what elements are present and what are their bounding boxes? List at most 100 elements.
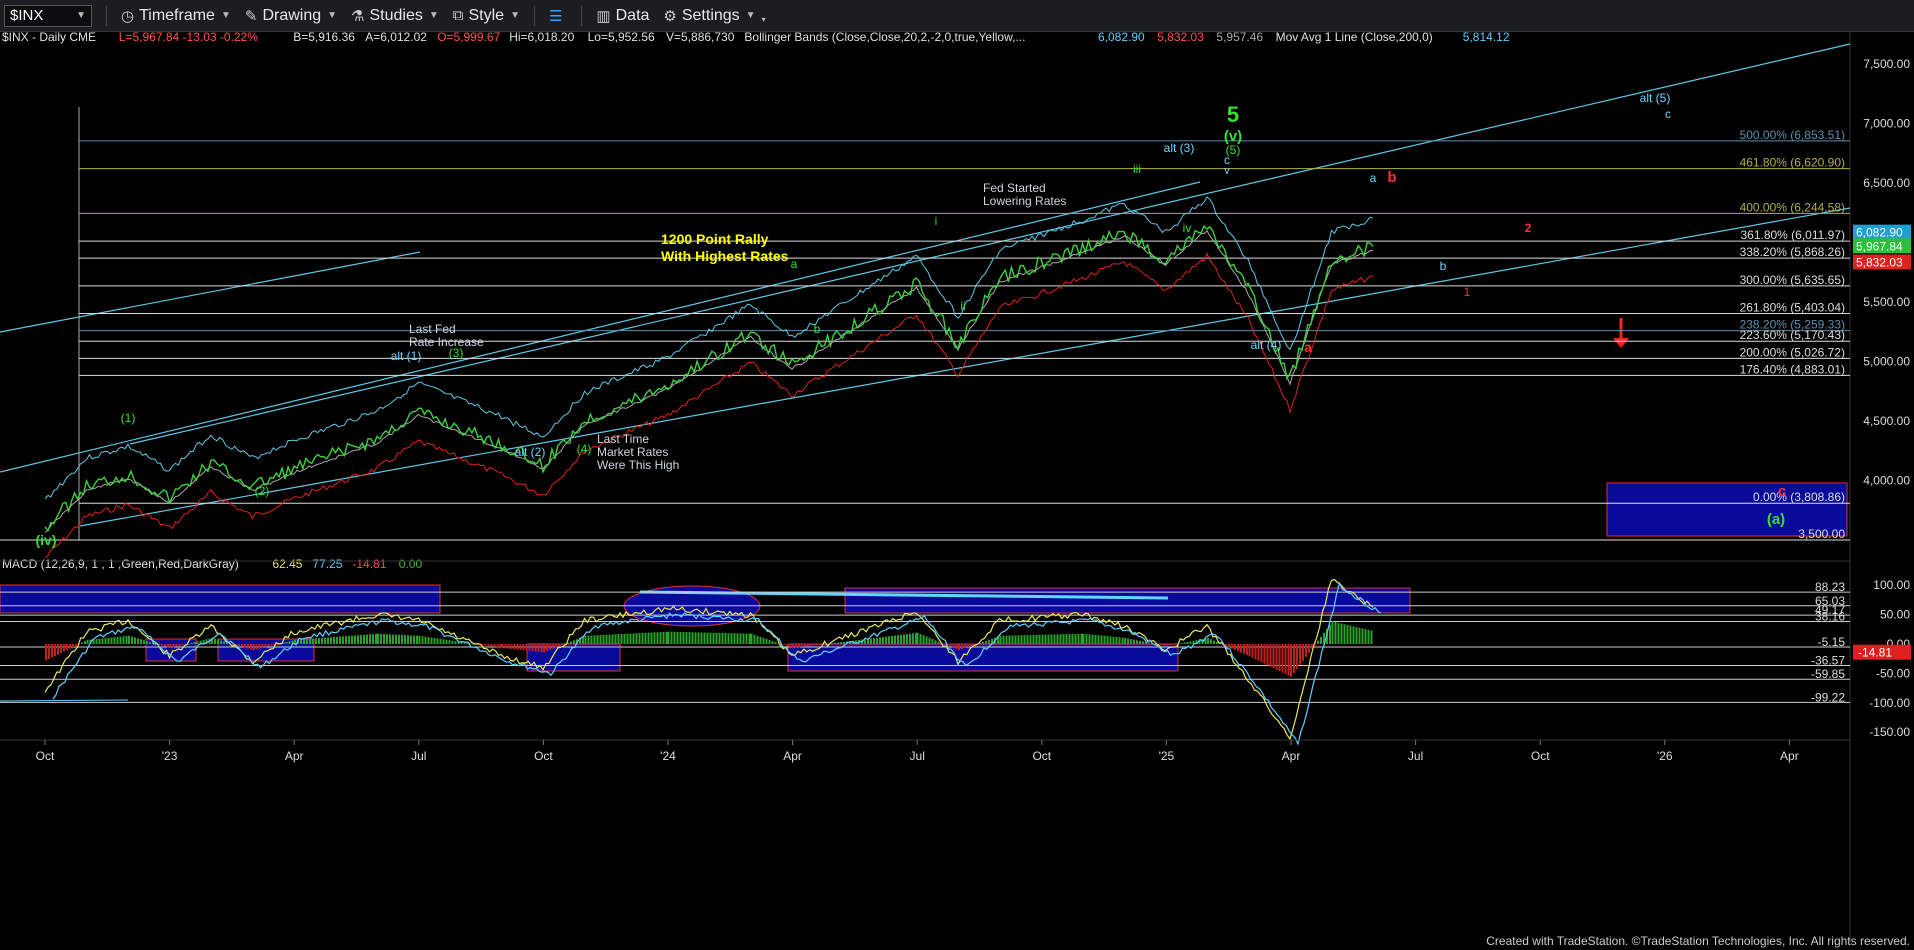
macd-hist-bar xyxy=(988,639,990,644)
macd-hist-bar xyxy=(934,640,937,644)
wave-label: (a) xyxy=(1767,511,1785,528)
macd-hist-bar xyxy=(167,644,169,648)
macd-hist-bar xyxy=(928,637,931,644)
macd-hist-bar xyxy=(879,637,881,644)
macd-hist-bar xyxy=(128,635,130,644)
macd-hist-bar xyxy=(484,644,487,646)
header-field: O=5,999.67 xyxy=(437,32,500,44)
macd-hist-bar xyxy=(644,632,647,644)
macd-hist-bar xyxy=(1346,624,1349,644)
macd-hist-bar xyxy=(1263,644,1266,664)
chart-canvas[interactable]: $INX - Daily CME L=5,967.84 -13.03 -0.22%… xyxy=(0,32,1914,942)
macd-hist-bar xyxy=(211,637,213,644)
macd-hist-bar xyxy=(789,644,792,648)
macd-hist-bar xyxy=(525,644,528,651)
macd-hist-bar xyxy=(107,637,110,644)
macd-hist-bar xyxy=(122,636,125,644)
macd-hist-bar xyxy=(342,636,344,644)
macd-hist-bar xyxy=(312,638,314,644)
chevron-down-icon: ▼ xyxy=(76,10,86,21)
x-tick-label: '26 xyxy=(1657,749,1673,763)
macd-hist-bar xyxy=(457,641,460,644)
macd-hist-bar xyxy=(546,644,548,652)
wave-label: (iv) xyxy=(36,532,57,548)
macd-hist-bar xyxy=(1124,637,1126,644)
wave-label: alt (1) xyxy=(391,349,422,363)
macd-hist-bar xyxy=(244,644,246,648)
macd-hist-bar xyxy=(1044,634,1047,644)
macd-hist-bar xyxy=(490,644,493,647)
macd-level-label: -59.85 xyxy=(1811,667,1845,681)
data-menu[interactable]: ▥ Data xyxy=(596,7,649,25)
fib-label: 223.60% (5,170.43) xyxy=(1740,328,1845,342)
macd-badge: -14.81 xyxy=(1853,644,1911,660)
macd-hist-bar xyxy=(1370,630,1373,644)
macd-hist-bar xyxy=(1331,621,1334,644)
macd-hist-bar xyxy=(882,636,884,644)
macd-hist-bar xyxy=(786,644,789,647)
macd-hist-bar xyxy=(549,644,551,650)
studies-label: Studies xyxy=(369,6,423,24)
macd-hist-bar xyxy=(155,643,157,645)
macd-hist-bar xyxy=(739,633,742,644)
wave-label: alt (4) xyxy=(1251,338,1282,352)
wave-label: c xyxy=(1665,107,1671,121)
macd-hist-bar xyxy=(662,631,665,644)
macd-hist-bar xyxy=(771,640,774,644)
header-field: 5,832.03 xyxy=(1157,32,1204,44)
macd-hist-bar xyxy=(315,638,317,644)
macd-hist-bar xyxy=(955,644,958,650)
macd-hist-bar xyxy=(843,641,845,644)
macd-hist-bar xyxy=(294,639,296,644)
macd-hist-bar xyxy=(131,636,133,644)
style-menu[interactable]: ⧉ Style ▼ xyxy=(453,7,520,25)
macd-hist-bar xyxy=(1014,635,1017,644)
macd-hist-bar xyxy=(199,640,202,644)
macd-hist-bar xyxy=(463,642,466,644)
macd-hist-bar xyxy=(113,637,116,644)
macd-hist-bar xyxy=(1352,626,1355,644)
macd-hist-bar xyxy=(912,633,914,644)
macd-hist-bar xyxy=(1334,622,1337,644)
drawing-menu[interactable]: ✎ Drawing ▼ xyxy=(245,7,337,25)
x-tick-label: Jul xyxy=(910,749,925,763)
macd-hist-bar xyxy=(682,632,685,644)
macd-hist-bar xyxy=(339,636,341,644)
x-tick-label: Oct xyxy=(1032,749,1051,763)
macd-hist-bar xyxy=(961,644,963,650)
chevron-down-icon: ▼ xyxy=(745,10,756,21)
macd-hist-bar xyxy=(925,636,928,644)
macd-hist-bar xyxy=(1163,644,1165,646)
timeframe-label: Timeframe xyxy=(139,6,215,24)
macd-current-badge-label: -14.81 xyxy=(1858,646,1892,660)
macd-hist-bar xyxy=(810,644,812,646)
macd-hist-bar xyxy=(348,635,350,644)
macd-hist-bar xyxy=(519,644,522,650)
macd-hist-bar xyxy=(528,644,531,651)
macd-hist-bar xyxy=(602,634,605,644)
macd-hist-bar xyxy=(1050,634,1053,644)
macd-level-label: -36.57 xyxy=(1811,654,1845,668)
wave-label: v xyxy=(1224,165,1230,177)
chevron-down-icon: ▾ xyxy=(761,15,766,24)
layout-button[interactable]: ☰ xyxy=(549,7,567,25)
bar-chart-icon: ▥ xyxy=(596,7,611,25)
studies-menu[interactable]: ⚗ Studies ▼ xyxy=(351,7,439,25)
macd-hist-bar xyxy=(543,644,545,653)
toolbar: $INX ▼ ◷ Timeframe ▼ ✎ Drawing ▼ ⚗ Studi… xyxy=(0,0,1914,32)
macd-hist-bar xyxy=(1248,644,1251,657)
macd-hist-bar xyxy=(1071,633,1074,644)
timeframe-menu[interactable]: ◷ Timeframe ▼ xyxy=(121,7,231,25)
macd-hist-bar xyxy=(623,633,626,644)
macd-box xyxy=(787,643,1179,672)
macd-hist-bar xyxy=(949,644,952,647)
macd-hist-bar xyxy=(1136,640,1138,644)
macd-hist-bar xyxy=(676,631,679,644)
macd-hist-bar xyxy=(270,644,273,646)
settings-menu[interactable]: ⚙ Settings ▼ ▾ xyxy=(663,7,765,25)
price-badge xyxy=(1853,224,1911,240)
macd-hist-bar xyxy=(587,635,590,644)
wave-label: (3) xyxy=(449,346,464,360)
symbol-input[interactable]: $INX ▼ xyxy=(4,4,92,27)
macd-hist-bar xyxy=(504,644,507,649)
